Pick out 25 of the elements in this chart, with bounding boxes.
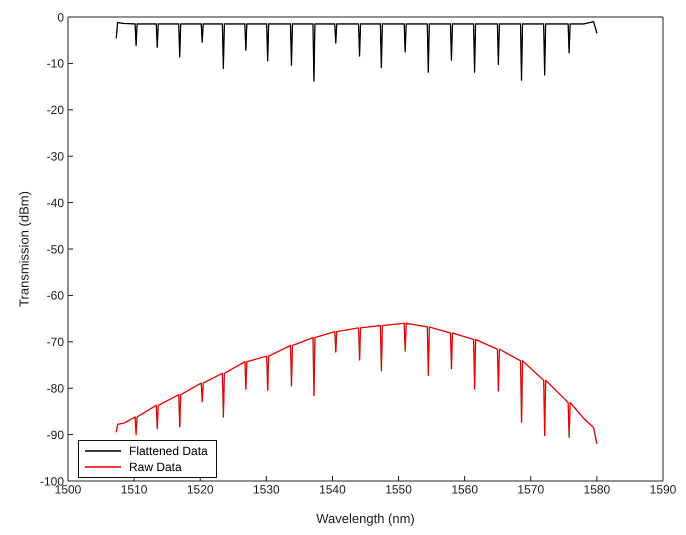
y-tick-label: -60	[46, 288, 64, 303]
line-series	[116, 322, 598, 445]
y-axis-title: Transmission (dBm)	[16, 191, 32, 307]
y-tick-label: -70	[46, 335, 64, 350]
x-tick-label: 1510	[120, 482, 148, 497]
x-tick-label: 1570	[517, 482, 544, 497]
x-tick-label: 1560	[451, 482, 478, 497]
y-tick-label: -40	[46, 196, 64, 210]
x-tick-label: 1540	[319, 482, 346, 497]
y-tick-label: 0	[57, 10, 64, 24]
y-tick-label: -90	[46, 428, 64, 442]
x-tick-label: 1520	[186, 482, 214, 497]
x-tick-label: 1590	[650, 482, 677, 497]
x-tick-label: 1550	[385, 482, 412, 497]
x-axis-title: Wavelength (nm)	[316, 511, 415, 526]
x-tick-label: 1580	[584, 482, 611, 497]
y-tick-label: -80	[46, 381, 64, 396]
y-tick-label: -10	[46, 56, 64, 71]
y-tick-label: -20	[46, 103, 64, 118]
y-tick-label: -50	[46, 242, 64, 256]
y-tick-label: -30	[46, 149, 64, 164]
x-tick-label: 1530	[252, 482, 280, 497]
legend-label: Raw Data	[129, 459, 182, 475]
line-series	[116, 20, 598, 82]
legend-label: Flattened Data	[129, 443, 208, 459]
